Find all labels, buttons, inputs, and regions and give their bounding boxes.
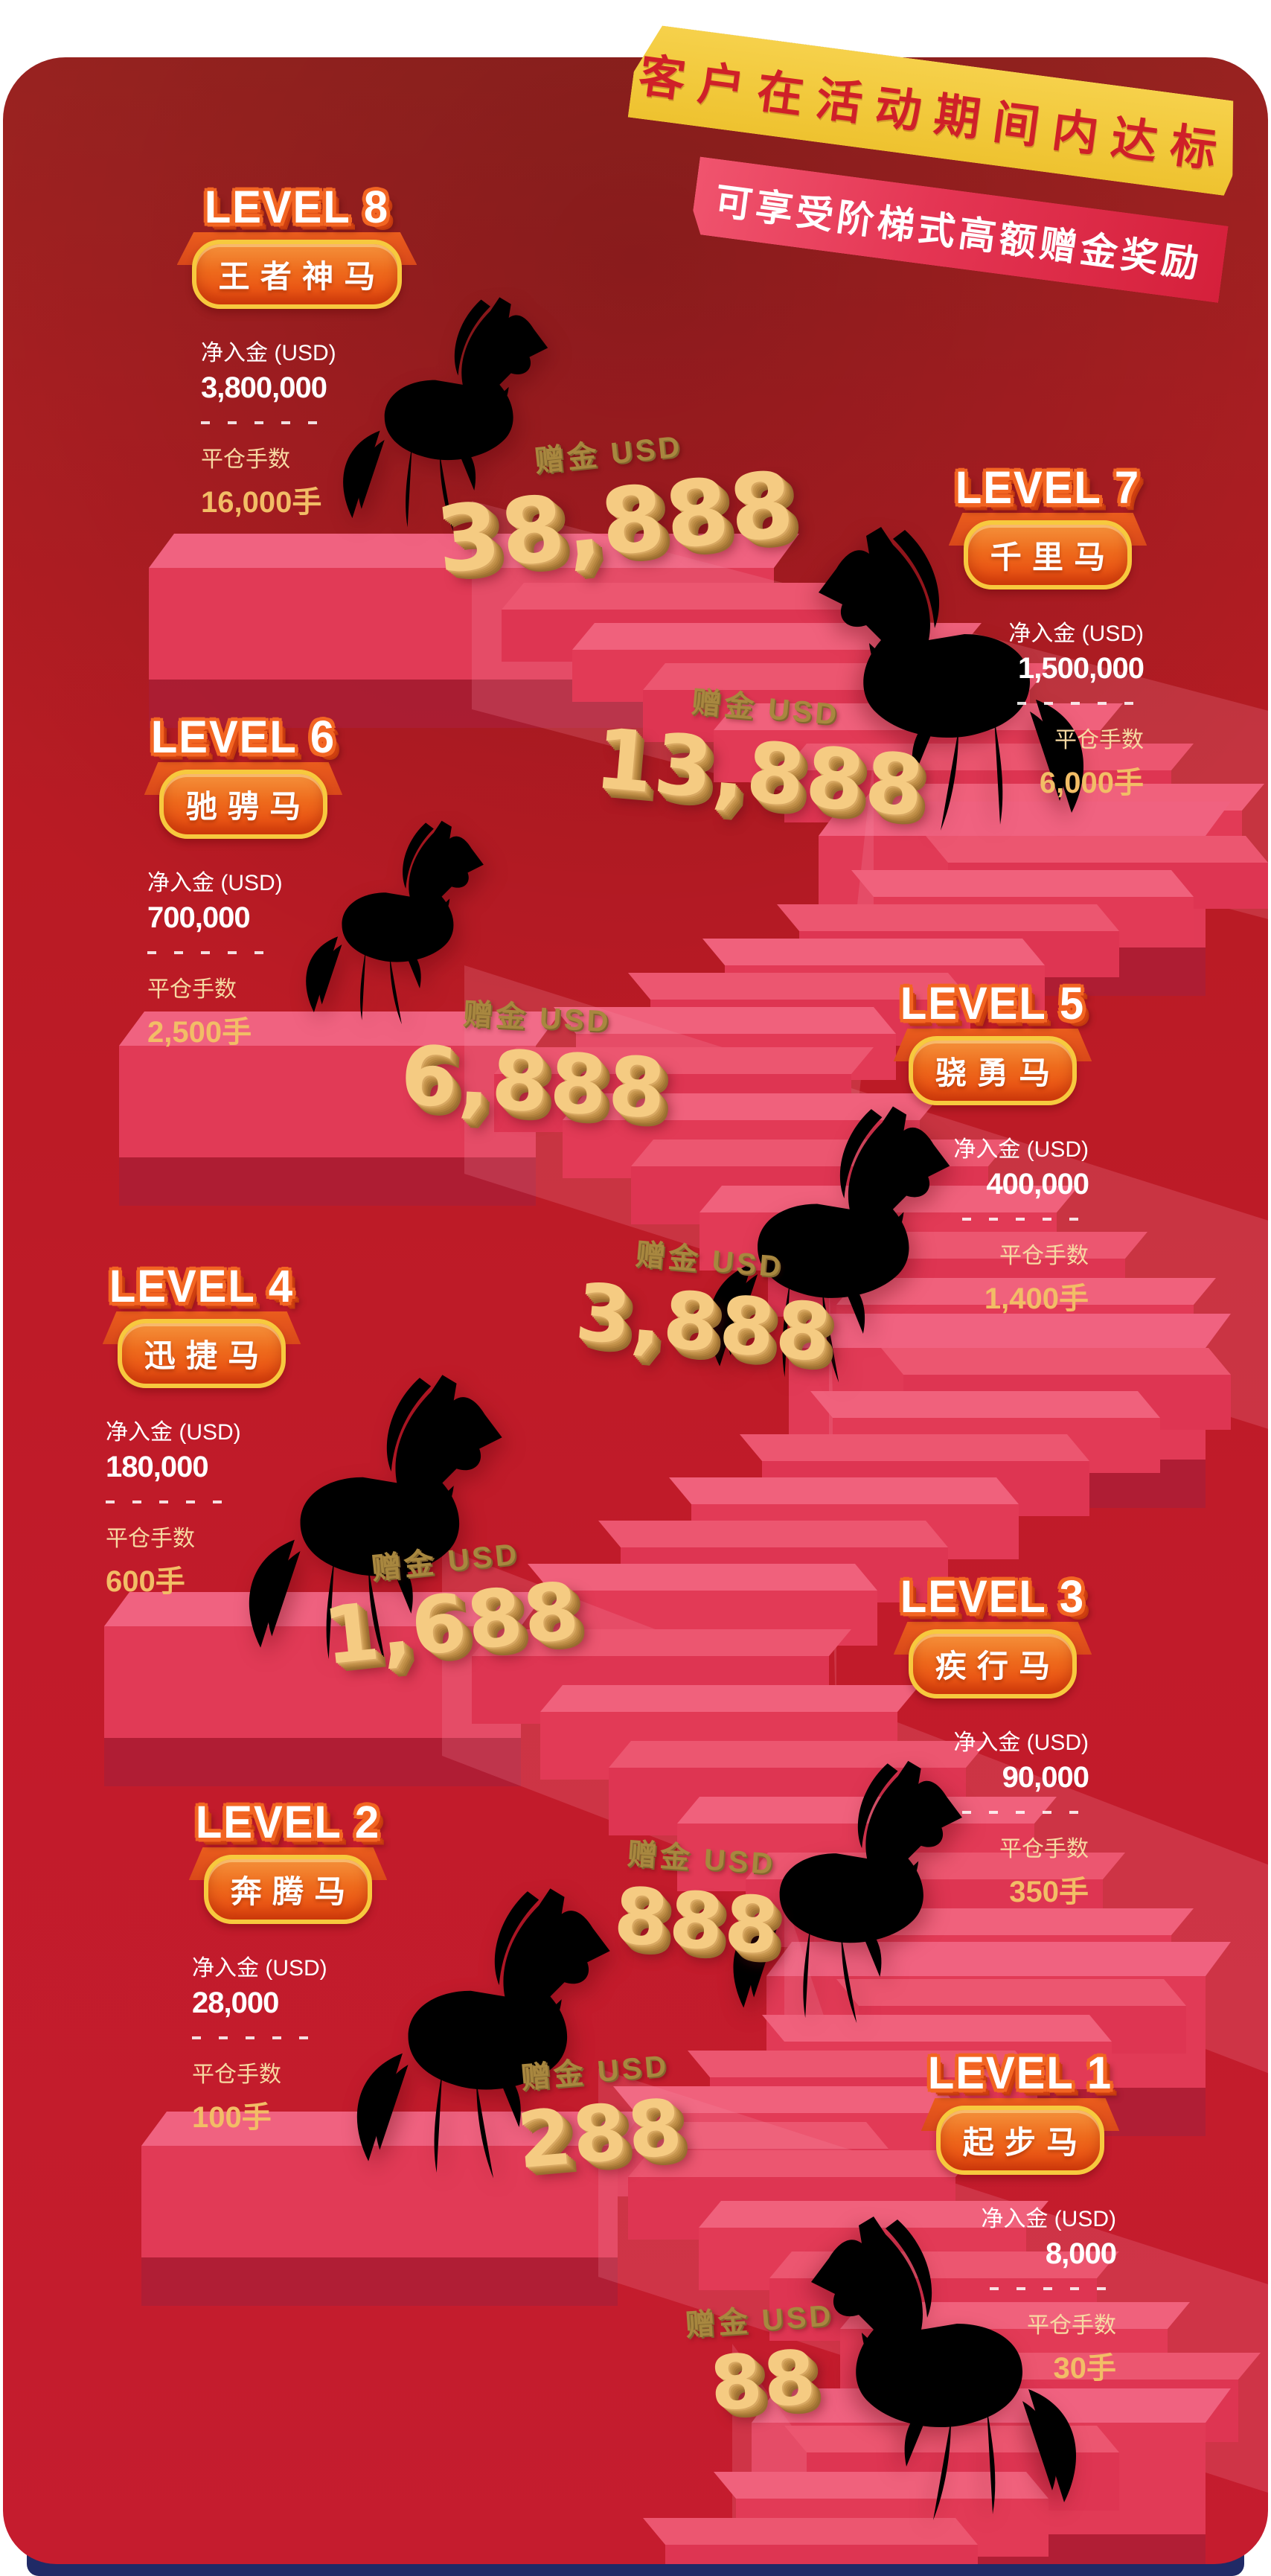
level-8-badge: 王者神马 [191, 240, 403, 309]
lots-value: 350手 [1009, 1876, 1089, 1908]
deposit-label: 净入金 (USD) [192, 1956, 327, 1981]
level-7-name: 千里马 [990, 540, 1116, 575]
deposit-label: 净入金 (USD) [147, 871, 283, 895]
lots-value: 100手 [192, 2101, 272, 2134]
dashed-divider [106, 1500, 232, 1503]
dashed-divider [192, 2036, 318, 2039]
level-5-name: 骁勇马 [935, 1055, 1061, 1090]
lots-label: 平仓手数 [106, 1527, 195, 1551]
lots-value: 2,500手 [147, 1016, 252, 1049]
deposit-label: 净入金 (USD) [1008, 621, 1144, 646]
lots-label: 平仓手数 [999, 1244, 1089, 1268]
deposit-label: 净入金 (USD) [981, 2207, 1116, 2231]
deposit-value: 8,000 [1045, 2237, 1117, 2270]
level-5-title: LEVEL 5 [900, 978, 1086, 1029]
level-4-badge: 迅捷马 [117, 1319, 286, 1388]
poster-canvas: 赠金 USD 38,888 赠金 USD 13,888 赠金 USD 6,888… [3, 57, 1268, 2564]
level-3-name: 疾行马 [935, 1649, 1061, 1684]
lots-value: 30手 [1053, 2352, 1117, 2385]
level-5-badge: 骁勇马 [908, 1036, 1078, 1105]
level-8-title: LEVEL 8 [204, 182, 390, 233]
deposit-label: 净入金 (USD) [953, 1730, 1089, 1755]
level-4-title: LEVEL 4 [109, 1261, 295, 1312]
deposit-value: 28,000 [192, 1987, 279, 2019]
level-3-card: LEVEL 3 疾行马 净入金 (USD) 90,000 平仓手数 350手 [877, 1571, 1108, 1911]
lots-value: 16,000手 [201, 486, 322, 519]
deposit-value: 1,500,000 [1018, 652, 1144, 685]
level-5-card: LEVEL 5 骁勇马 净入金 (USD) 400,000 平仓手数 1,400… [877, 978, 1108, 1317]
lots-value: 600手 [106, 1565, 185, 1598]
level-3-badge: 疾行马 [908, 1629, 1078, 1698]
bonus-level-6: 赠金 USD 6,888 [294, 981, 776, 1137]
level-8-card: LEVEL 8 王者神马 净入金 (USD) 3,800,000 平仓手数 16… [182, 182, 412, 521]
dashed-divider [962, 1218, 1089, 1221]
lots-label: 平仓手数 [147, 977, 237, 1002]
lots-label: 平仓手数 [999, 1837, 1089, 1861]
level-2-card: LEVEL 2 奔腾马 净入金 (USD) 28,000 平仓手数 100手 [173, 1797, 403, 2136]
lots-label: 平仓手数 [1054, 728, 1144, 752]
level-3-title: LEVEL 3 [900, 1571, 1086, 1623]
deposit-label: 净入金 (USD) [201, 341, 336, 365]
lots-label: 平仓手数 [1027, 2313, 1116, 2338]
level-7-badge: 千里马 [963, 520, 1133, 589]
deposit-label: 净入金 (USD) [953, 1137, 1089, 1162]
level-6-title: LEVEL 6 [150, 712, 336, 763]
level-8-name: 王者神马 [218, 259, 386, 294]
dashed-divider [962, 1811, 1089, 1814]
deposit-value: 700,000 [147, 901, 251, 934]
level-6-card: LEVEL 6 驰骋马 净入金 (USD) 700,000 平仓手数 2,500… [128, 712, 359, 1051]
level-7-card: LEVEL 7 千里马 净入金 (USD) 1,500,000 平仓手数 6,0… [932, 462, 1163, 802]
level-4-card: LEVEL 4 迅捷马 净入金 (USD) 180,000 平仓手数 600手 [86, 1261, 317, 1600]
lots-value: 6,000手 [1039, 767, 1144, 799]
level-7-title: LEVEL 7 [955, 462, 1141, 514]
dashed-divider [201, 421, 327, 424]
dashed-divider [990, 2287, 1116, 2290]
dashed-divider [1017, 702, 1144, 705]
level-2-title: LEVEL 2 [195, 1797, 381, 1848]
level-6-badge: 驰骋马 [159, 770, 328, 839]
level-6-name: 驰骋马 [185, 789, 312, 824]
level-2-name: 奔腾马 [230, 1874, 356, 1909]
deposit-label: 净入金 (USD) [106, 1420, 241, 1445]
level-4-name: 迅捷马 [144, 1338, 270, 1373]
level-1-name: 起步马 [962, 2125, 1089, 2160]
deposit-value: 400,000 [986, 1168, 1089, 1201]
lots-value: 1,400手 [984, 1282, 1089, 1315]
level-1-card: LEVEL 1 起步马 净入金 (USD) 8,000 平仓手数 30手 [905, 2048, 1136, 2387]
lots-label: 平仓手数 [192, 2062, 281, 2087]
level-2-badge: 奔腾马 [203, 1855, 373, 1924]
deposit-value: 90,000 [1002, 1761, 1089, 1794]
level-1-badge: 起步马 [935, 2106, 1105, 2175]
lots-label: 平仓手数 [201, 447, 290, 472]
deposit-value: 180,000 [106, 1451, 209, 1483]
level-1-title: LEVEL 1 [927, 2048, 1113, 2099]
deposit-value: 3,800,000 [201, 371, 327, 404]
dashed-divider [147, 951, 274, 954]
